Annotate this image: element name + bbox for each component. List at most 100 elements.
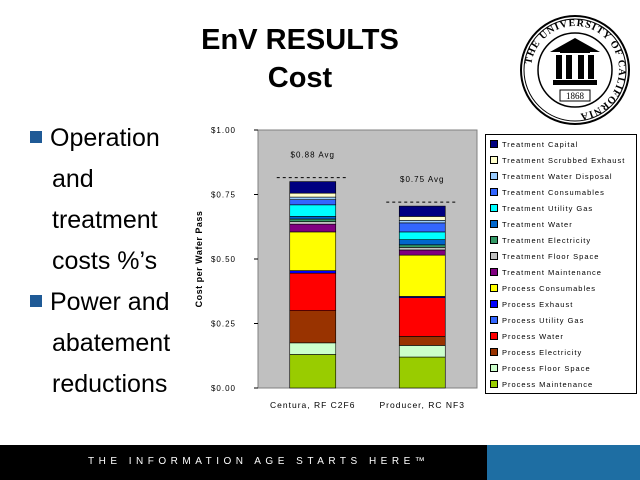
bar-segment bbox=[398, 239, 446, 246]
legend-label: Process Exhaust bbox=[502, 300, 574, 309]
slide-title: EnV RESULTS bbox=[201, 24, 399, 56]
bar-segment bbox=[289, 196, 337, 200]
bar-segment bbox=[398, 247, 446, 251]
legend-entry: Treatment Water bbox=[490, 217, 573, 232]
bar-total-label: $0.75 Avg bbox=[400, 175, 444, 184]
bar-segment bbox=[398, 231, 446, 240]
bar-segment bbox=[289, 231, 337, 271]
bar-segment bbox=[398, 205, 446, 217]
y-axis-label: Cost per Wafer Pass bbox=[194, 211, 204, 308]
legend-swatch bbox=[490, 300, 498, 309]
legend-swatch bbox=[490, 204, 498, 213]
bar-segment bbox=[398, 216, 446, 221]
bullet-square-icon bbox=[30, 295, 42, 308]
bar-segment bbox=[289, 216, 337, 220]
legend-entry: Treatment Capital bbox=[490, 137, 578, 152]
footer-tagline: THE INFORMATION AGE STARTS HERE™ bbox=[88, 456, 430, 467]
bar-segment bbox=[398, 345, 446, 358]
legend-entry: Treatment Floor Space bbox=[490, 249, 599, 264]
university-seal-logo: THE UNIVERSITY OF CALIFORNIA 1868 bbox=[520, 15, 630, 125]
bar-segment bbox=[289, 310, 337, 344]
bar-segment bbox=[289, 270, 337, 274]
bar-segment bbox=[289, 223, 337, 233]
legend-label: Treatment Water bbox=[502, 220, 573, 229]
bar-segment bbox=[398, 356, 446, 389]
svg-text:1868: 1868 bbox=[566, 91, 585, 101]
legend-swatch bbox=[490, 220, 498, 229]
bar-segment bbox=[398, 222, 446, 233]
bar-segment bbox=[398, 220, 446, 224]
bar-segment bbox=[398, 336, 446, 346]
bar-segment bbox=[289, 272, 337, 311]
bar-segment bbox=[289, 218, 337, 222]
bar-segment bbox=[289, 342, 337, 355]
bar-segment bbox=[398, 244, 446, 248]
bar-segment bbox=[289, 354, 337, 389]
legend-label: Process Maintenance bbox=[502, 380, 594, 389]
legend-entry: Treatment Utility Gas bbox=[490, 201, 593, 216]
legend-entry: Treatment Electricity bbox=[490, 233, 591, 248]
legend-swatch bbox=[490, 364, 498, 373]
bullet-item: Operation bbox=[30, 118, 200, 159]
legend-swatch bbox=[490, 380, 498, 389]
legend-entry: Process Maintenance bbox=[490, 377, 593, 392]
legend-entry: Treatment Consumables bbox=[490, 185, 605, 200]
bar-segment bbox=[398, 254, 446, 297]
legend-entry: Process Electricity bbox=[490, 345, 582, 360]
y-tick-label: $1.00 bbox=[211, 126, 236, 135]
legend-swatch bbox=[490, 140, 498, 149]
legend-entry: Treatment Water Disposal bbox=[490, 169, 613, 184]
legend-label: Treatment Water Disposal bbox=[502, 172, 613, 181]
legend-label: Treatment Capital bbox=[502, 140, 579, 149]
legend-entry: Treatment Scrubbed Exhaust bbox=[490, 153, 625, 168]
bar-segment bbox=[289, 181, 337, 194]
bullet-square-icon bbox=[30, 131, 42, 144]
legend-entry: Process Exhaust bbox=[490, 297, 573, 312]
legend-label: Treatment Consumables bbox=[502, 188, 605, 197]
bullet-continuation: treatment bbox=[52, 206, 158, 234]
stacked-bar-chart: $0.00 $0.25 $0.50 $0.75 $1.00 Cost per Wafer … bbox=[194, 126, 478, 410]
legend-entry: Process Utility Gas bbox=[490, 313, 584, 328]
legend-swatch bbox=[490, 188, 498, 197]
legend-swatch bbox=[490, 252, 498, 261]
bullet-continuation: reductions bbox=[52, 370, 168, 398]
legend-swatch bbox=[490, 172, 498, 181]
bullet-continuation: and bbox=[52, 165, 94, 193]
legend-swatch bbox=[490, 348, 498, 357]
y-tick-label: $0.75 bbox=[211, 191, 236, 200]
x-tick-label: Producer, RC NF3 bbox=[380, 400, 465, 410]
bar-segment bbox=[289, 221, 337, 225]
legend-swatch bbox=[490, 268, 498, 277]
y-tick-label: $0.25 bbox=[211, 320, 236, 329]
y-tick-label: $0.50 bbox=[211, 255, 236, 264]
legend-label: Treatment Maintenance bbox=[502, 268, 602, 277]
bullet-item: Power and bbox=[30, 282, 200, 323]
legend-label: Treatment Electricity bbox=[502, 236, 592, 245]
bar-segment bbox=[398, 297, 446, 337]
legend-label: Process Floor Space bbox=[502, 364, 591, 373]
legend-swatch bbox=[490, 284, 498, 293]
chart-legend: Treatment Capital Treatment Scrubbed Exha… bbox=[485, 134, 637, 394]
legend-label: Process Water bbox=[502, 332, 564, 341]
legend-entry: Treatment Maintenance bbox=[490, 265, 602, 280]
slide-subtitle: Cost bbox=[267, 62, 333, 94]
legend-label: Process Electricity bbox=[502, 348, 583, 357]
legend-label: Treatment Utility Gas bbox=[502, 204, 594, 213]
legend-swatch bbox=[490, 236, 498, 245]
legend-entry: Process Water bbox=[490, 329, 564, 344]
bar-segment bbox=[289, 204, 337, 217]
legend-label: Process Utility Gas bbox=[502, 316, 585, 325]
legend-label: Treatment Floor Space bbox=[502, 252, 600, 261]
legend-swatch bbox=[490, 332, 498, 341]
legend-entry: Process Consumables bbox=[490, 281, 596, 296]
legend-label: Treatment Scrubbed Exhaust bbox=[502, 156, 626, 165]
bar-segment bbox=[289, 192, 337, 198]
bar-segment bbox=[398, 249, 446, 256]
bar-segment bbox=[289, 199, 337, 206]
footer-accent bbox=[487, 445, 640, 480]
bullet-continuation: abatement bbox=[52, 329, 171, 357]
legend-swatch bbox=[490, 156, 498, 165]
y-tick-label: $0.00 bbox=[211, 384, 236, 393]
bar-total-label: $0.88 Avg bbox=[291, 151, 335, 160]
legend-swatch bbox=[490, 316, 498, 325]
